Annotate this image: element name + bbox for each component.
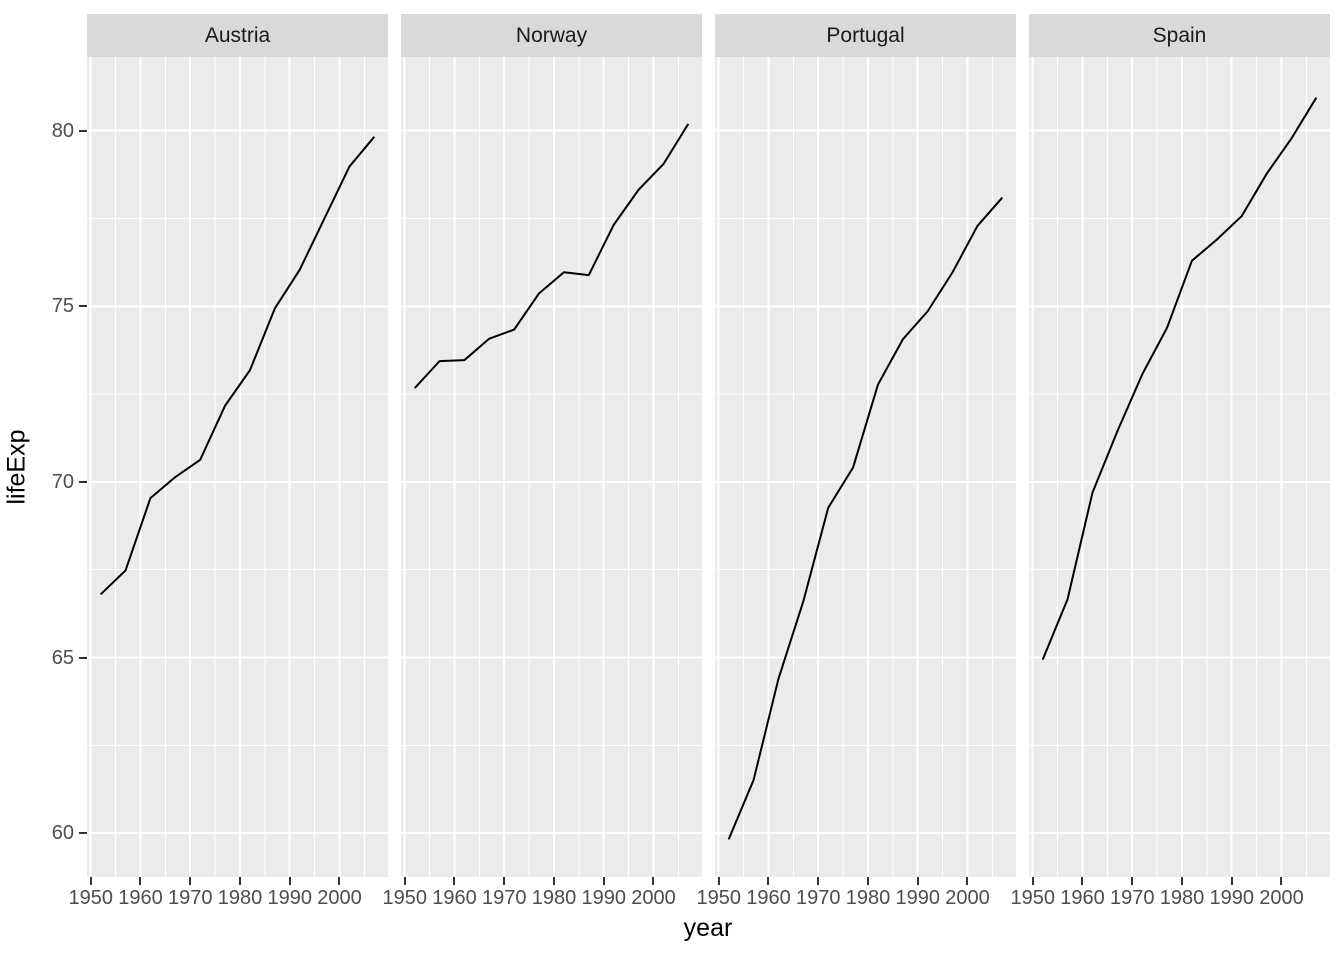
- facet-label: Portugal: [826, 23, 905, 47]
- x-tick-mark: [189, 877, 192, 885]
- x-tick-label: 1950: [1010, 887, 1055, 909]
- x-tick-label: 1960: [746, 887, 791, 909]
- facet-austria: Austria 1950 1960 1970 1980 1990 2000: [68, 0, 388, 960]
- facet-label: Austria: [204, 23, 271, 47]
- y-tick-label: 70: [51, 470, 74, 493]
- facet-norway: Norway 1950 1960 1970 1980 1990 2000: [382, 0, 702, 960]
- panel-austria: [87, 57, 388, 877]
- x-tick-mark: [288, 877, 291, 885]
- x-tick-label: 1970: [1109, 887, 1155, 909]
- gridlines: [715, 57, 1016, 877]
- x-tick-label: 2000: [631, 887, 676, 909]
- y-tick-label: 60: [51, 822, 74, 845]
- x-tick-label: 1990: [581, 887, 626, 909]
- x-tick-mark: [767, 877, 770, 885]
- facet-strip: Norway: [401, 14, 702, 57]
- facet-strip: Spain: [1029, 14, 1330, 57]
- x-tick-label: 1990: [895, 887, 940, 909]
- x-tick-label: 1950: [696, 887, 741, 909]
- x-tick-label: 2000: [1259, 887, 1304, 909]
- panel-portugal: [715, 57, 1016, 877]
- y-tick-mark: [79, 656, 87, 659]
- x-axis-title: year: [683, 914, 733, 942]
- facet-strip: Austria: [87, 14, 388, 57]
- panel-norway: [401, 57, 702, 877]
- x-tick-label: 1960: [1060, 887, 1105, 909]
- x-tick-mark: [89, 877, 92, 885]
- x-tick-mark: [916, 877, 919, 885]
- x-tick-mark: [552, 877, 555, 885]
- y-tick-label: 65: [51, 646, 74, 669]
- x-tick-mark: [503, 877, 506, 885]
- gridlines: [1029, 57, 1330, 877]
- facet-label: Norway: [515, 23, 588, 47]
- x-tick-label: 2000: [945, 887, 990, 909]
- data-line-portugal: [727, 196, 1004, 840]
- x-tick-label: 1960: [118, 887, 163, 909]
- x-tick-mark: [1180, 877, 1183, 885]
- x-tick-label: 1990: [1209, 887, 1254, 909]
- x-tick-mark: [602, 877, 605, 885]
- x-tick-label: 1970: [481, 887, 527, 909]
- facet-label: Spain: [1152, 23, 1207, 47]
- y-tick-mark: [79, 305, 87, 308]
- x-tick-label: 1960: [432, 887, 477, 909]
- x-tick-label: 1980: [845, 887, 891, 909]
- y-tick-label: 80: [51, 119, 74, 142]
- x-tick-mark: [652, 877, 655, 885]
- x-tick-mark: [139, 877, 142, 885]
- data-line-austria: [99, 136, 376, 596]
- panel-spain: [1029, 57, 1330, 877]
- facet-portugal: Portugal 1950 1960 1970 1980 1990 2000: [696, 0, 1016, 960]
- gridlines: [401, 57, 702, 877]
- y-axis-title: lifeExp: [2, 429, 31, 505]
- x-tick-mark: [1031, 877, 1034, 885]
- x-tick-label: 1990: [267, 887, 312, 909]
- x-tick-mark: [966, 877, 969, 885]
- x-tick-mark: [453, 877, 456, 885]
- x-tick-label: 1950: [382, 887, 427, 909]
- y-tick-mark: [79, 832, 87, 835]
- y-tick-mark: [79, 480, 87, 483]
- x-tick-mark: [238, 877, 241, 885]
- x-tick-label: 1950: [68, 887, 113, 909]
- x-tick-label: 1980: [1159, 887, 1205, 909]
- data-line-spain: [1041, 97, 1318, 661]
- x-tick-label: 2000: [317, 887, 362, 909]
- facet-strip: Portugal: [715, 14, 1016, 57]
- facet-spain: Spain 1950 1960 1970 1980 1990 2000: [1010, 0, 1330, 960]
- y-tick-mark: [79, 129, 87, 132]
- x-tick-mark: [1280, 877, 1283, 885]
- y-tick-label: 75: [51, 295, 74, 318]
- data-line-norway: [413, 123, 690, 389]
- x-tick-label: 1970: [795, 887, 841, 909]
- x-tick-mark: [817, 877, 820, 885]
- x-tick-mark: [866, 877, 869, 885]
- x-tick-label: 1980: [217, 887, 263, 909]
- x-tick-mark: [1230, 877, 1233, 885]
- x-tick-label: 1980: [531, 887, 577, 909]
- x-tick-mark: [403, 877, 406, 885]
- x-tick-label: 1970: [167, 887, 213, 909]
- x-tick-mark: [717, 877, 720, 885]
- x-tick-mark: [338, 877, 341, 885]
- x-tick-mark: [1081, 877, 1084, 885]
- x-tick-mark: [1131, 877, 1134, 885]
